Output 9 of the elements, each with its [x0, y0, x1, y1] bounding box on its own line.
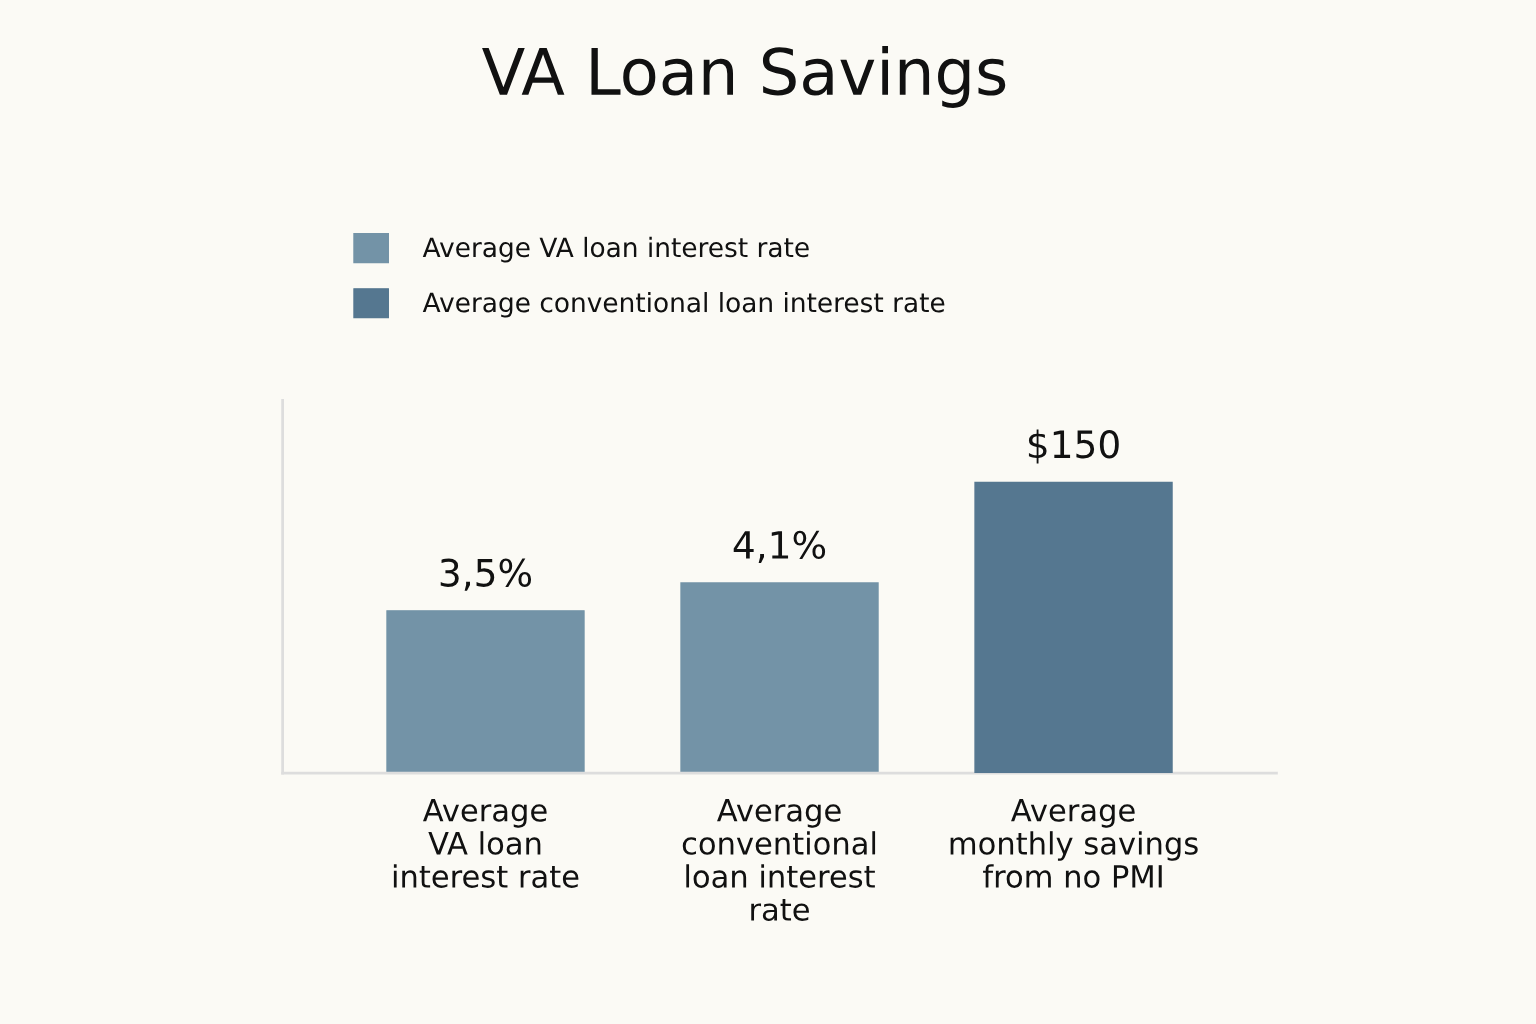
legend-label: Average VA loan interest rate [422, 236, 809, 263]
data-label: 4,1% [733, 530, 826, 563]
x-tick-label: Average VA loan interest rate [393, 799, 579, 888]
x-tick-label: Average monthly savings from no PMI [950, 799, 1198, 888]
x-tick-label: Average conventional loan interest rate [682, 799, 876, 921]
chart-title: VA Loan Savings [482, 46, 1006, 108]
legend-label: Average conventional loan interest rate [422, 291, 945, 318]
data-label: $150 [1028, 429, 1119, 464]
data-label: 3,5% [440, 558, 532, 591]
